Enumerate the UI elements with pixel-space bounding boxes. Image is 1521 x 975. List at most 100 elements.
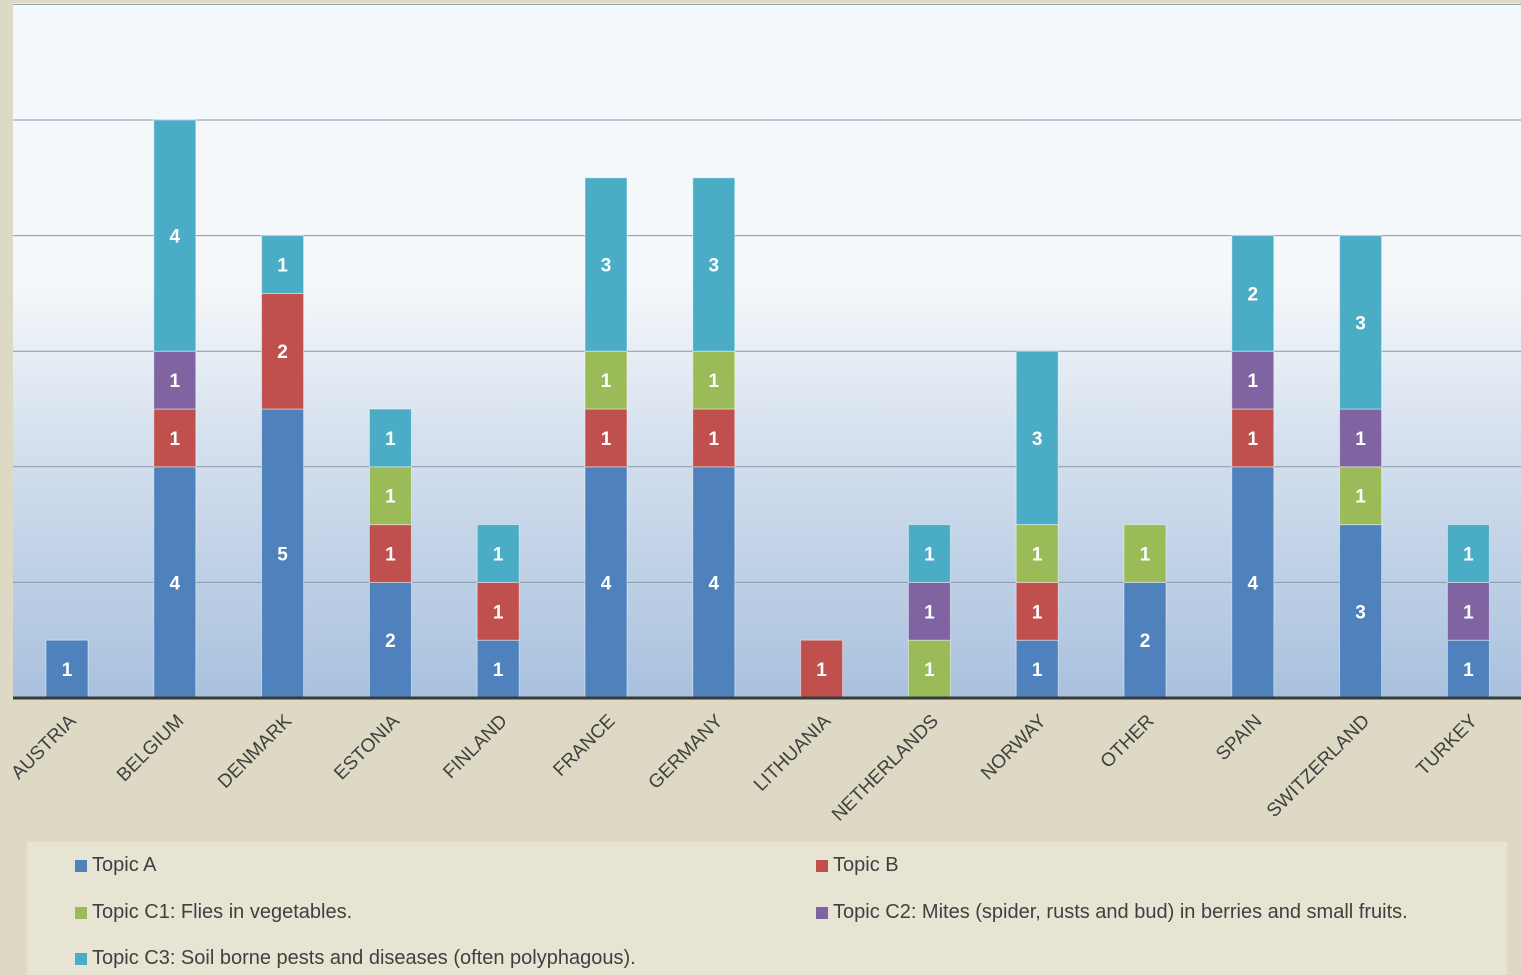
x-tick-label: TURKEY (1413, 710, 1483, 780)
bar-segment (1339, 524, 1383, 699)
bar-segment (1123, 524, 1167, 583)
x-tick-label: NETHERLANDS (828, 711, 943, 826)
bar-segment (368, 466, 412, 526)
data-label: 4 (601, 573, 612, 594)
data-label: 1 (709, 429, 720, 450)
x-tick-label: GERMANY (645, 710, 728, 793)
bar-segment (692, 350, 736, 410)
data-label: 1 (170, 429, 181, 450)
x-tick-label: NORWAY (977, 710, 1051, 784)
bar-segment (261, 408, 305, 699)
bar-segment (476, 581, 520, 641)
data-label: 1 (277, 256, 288, 277)
x-tick-label: LITHUANIA (750, 710, 835, 795)
bar-segment (261, 235, 305, 294)
bar-segment (1446, 524, 1490, 583)
data-label: 1 (1463, 602, 1474, 623)
legend-swatch (816, 859, 828, 872)
data-label: 1 (493, 602, 504, 623)
data-label: 1 (924, 545, 935, 566)
legend-item-topic-c1: Topic C1: Flies in vegetables. (75, 901, 352, 924)
data-label: 1 (601, 371, 612, 392)
bar-segment (368, 408, 412, 468)
bar-segment (1339, 235, 1383, 410)
legend-swatch (75, 859, 87, 872)
x-tick-label: FINLAND (439, 711, 511, 783)
data-label: 1 (1032, 602, 1043, 623)
bar-segment (1339, 466, 1383, 526)
data-label: 1 (601, 429, 612, 450)
legend-swatch (75, 952, 87, 965)
bar-segment (1015, 581, 1059, 641)
bar-segment (153, 119, 197, 352)
legend-item-topic-b: Topic B (816, 854, 899, 877)
data-label: 1 (385, 545, 396, 566)
data-label: 2 (277, 342, 288, 363)
data-label: 2 (1248, 284, 1259, 305)
data-label: 3 (709, 256, 720, 277)
bar-segment (692, 177, 736, 352)
bar-segment (1231, 408, 1275, 468)
chart-legend: Topic A Topic B Topic C1: Flies in veget… (27, 842, 1507, 975)
data-label: 1 (1248, 371, 1259, 392)
bar-segment (368, 524, 412, 583)
legend-label: Topic C3: Soil borne pests and diseases … (92, 947, 636, 969)
bar-segment (1015, 639, 1059, 699)
legend-label: Topic B (833, 854, 899, 876)
bar-segment (261, 292, 305, 410)
bar-segment (907, 581, 951, 641)
bar-segment (1015, 350, 1059, 526)
data-label: 1 (924, 602, 935, 623)
bar-segment (1339, 408, 1383, 468)
bar-segment (153, 466, 197, 699)
bar-segment (1231, 466, 1275, 699)
stacked-bar-chart: 1 4 1 1 4 5 2 1 2 1 1 1 1 1 1 4 1 1 3 4 1 1 3 1 1 1 1 1 1 1 3 2 1 4 1 1 2 3 1 1… (7, 3, 1521, 826)
x-tick-label: OTHER (1097, 711, 1159, 773)
x-tick-label: ESTONIA (330, 710, 404, 784)
data-label: 3 (1355, 602, 1366, 623)
x-tick-label: SPAIN (1212, 711, 1266, 765)
legend-label: Topic C1: Flies in vegetables. (92, 901, 353, 923)
x-tick-label: AUSTRIA (7, 710, 80, 783)
data-label: 4 (1248, 573, 1259, 594)
data-label: 4 (709, 573, 720, 594)
data-label: 1 (62, 660, 73, 681)
data-label: 1 (493, 545, 504, 566)
bar-segment (692, 466, 736, 699)
x-tick-label: DENMARK (214, 710, 296, 792)
data-label: 1 (709, 371, 720, 392)
bar-segment (692, 408, 736, 468)
bar-segment (584, 177, 628, 352)
data-label: 2 (385, 631, 396, 652)
data-label: 4 (170, 573, 181, 594)
legend-swatch (816, 906, 828, 919)
data-label: 1 (816, 660, 827, 681)
bar-segment (1446, 581, 1490, 641)
data-label: 1 (493, 660, 504, 681)
legend-item-topic-c2: Topic C2: Mites (spider, rusts and bud) … (816, 901, 1408, 924)
bar-segment (800, 639, 844, 699)
data-label: 1 (1032, 660, 1043, 681)
bar-segment (1231, 235, 1275, 352)
data-label: 1 (170, 371, 181, 392)
data-label: 1 (1463, 660, 1474, 681)
data-label: 1 (1355, 487, 1366, 508)
data-label: 3 (1032, 429, 1043, 450)
data-label: 1 (1140, 545, 1151, 566)
data-label: 1 (385, 487, 396, 508)
bar-segment (476, 524, 520, 583)
data-label: 1 (1248, 429, 1259, 450)
data-label: 4 (170, 227, 181, 248)
bar-segment (584, 408, 628, 468)
data-label: 5 (277, 545, 288, 566)
data-label: 1 (1355, 429, 1366, 450)
bar-segment (1015, 524, 1059, 583)
data-label: 1 (924, 660, 935, 681)
legend-swatch (75, 906, 87, 919)
bar-segment (1123, 581, 1167, 699)
bar-segment (907, 524, 951, 583)
legend-item-topic-a: Topic A (75, 854, 156, 877)
legend-label: Topic C2: Mites (spider, rusts and bud) … (833, 901, 1408, 923)
x-tick-label: FRANCE (549, 711, 619, 781)
legend-label: Topic A (92, 854, 157, 876)
